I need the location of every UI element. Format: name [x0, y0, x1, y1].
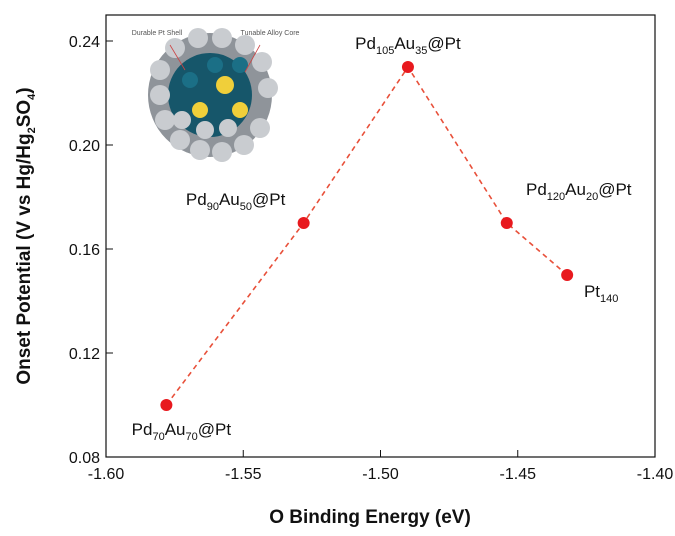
y-tick-label: 0.16 — [69, 242, 100, 259]
inset-particle — [148, 28, 278, 162]
text-part: Pd — [355, 34, 376, 53]
y-tick-label: 0.24 — [69, 34, 100, 51]
text-part: Au — [565, 180, 586, 199]
y-tick-label: 0.12 — [69, 346, 100, 363]
text-part: Au — [394, 34, 415, 53]
subscript: 90 — [207, 201, 219, 213]
text-part: @Pt — [198, 420, 232, 439]
text-part: Au — [219, 190, 240, 209]
text-part: Pd — [526, 180, 547, 199]
text-part: Au — [165, 420, 186, 439]
x-tick-label: -1.50 — [362, 466, 399, 483]
data-point — [160, 399, 172, 411]
text-part: Pt — [584, 282, 600, 301]
inset-label: Durable Pt Shell — [132, 30, 183, 37]
subscript: 105 — [376, 45, 394, 57]
point-label: Pd70Au70@Pt — [132, 420, 232, 443]
chart: -1.60 -1.55 -1.50 -1.45 -1.40 0.08 0.12 0.16 0.2… — [0, 0, 675, 531]
point-label: Pd105Au35@Pt — [355, 34, 461, 57]
point-label: Pt140 — [584, 282, 618, 305]
text-part: @Pt — [427, 34, 461, 53]
text-part: Pd — [132, 420, 153, 439]
subscript: 70 — [186, 431, 198, 443]
x-tick-label: -1.60 — [88, 466, 125, 483]
y-tick-label: 0.20 — [69, 138, 100, 155]
subscript: 120 — [547, 191, 565, 203]
inset-label: Tunable Alloy Core — [241, 30, 300, 37]
data-point — [561, 269, 573, 281]
subscript: 140 — [600, 293, 618, 305]
data-point — [298, 217, 310, 229]
x-tick-label: -1.40 — [637, 466, 674, 483]
subscript: 50 — [240, 201, 252, 213]
text-part: @Pt — [252, 190, 286, 209]
y-tick-label: 0.08 — [69, 450, 100, 467]
x-tick-label: -1.45 — [500, 466, 537, 483]
subscript: 70 — [152, 431, 164, 443]
subscript: 20 — [586, 191, 598, 203]
text-part: @Pt — [598, 180, 632, 199]
text-part: SO — [14, 100, 35, 127]
data-point — [402, 61, 414, 73]
subscript: 35 — [415, 45, 427, 57]
point-label: Pd90Au50@Pt — [186, 190, 286, 213]
text-part: Pd — [186, 190, 207, 209]
x-axis-title: O Binding Energy (eV) — [269, 507, 471, 528]
data-point — [501, 217, 513, 229]
text-part: Onset Potential (V vs Hg/Hg — [14, 133, 35, 384]
x-tick-label: -1.55 — [225, 466, 262, 483]
text-part: ) — [14, 87, 35, 93]
y-axis-title: Onset Potential (V vs Hg/Hg2SO4) — [14, 87, 38, 384]
point-label: Pd120Au20@Pt — [526, 180, 632, 203]
